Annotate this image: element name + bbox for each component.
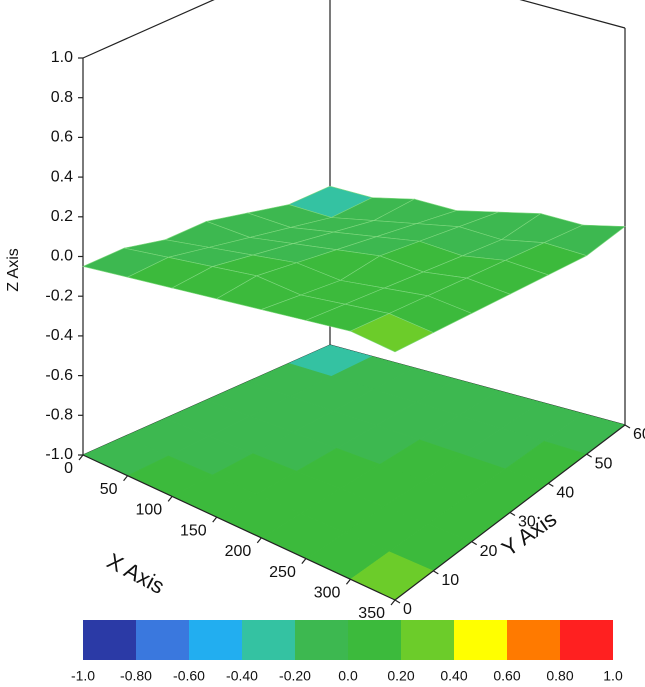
y-tick-label: 50 [595,455,613,472]
x-tick-label: 150 [180,522,207,539]
y-tick [548,482,554,487]
colorbar-cell [83,620,136,660]
x-tick-label: 100 [135,502,162,519]
colorbar-tick-label: 0.20 [387,668,414,684]
x-tick-label: 200 [225,543,252,560]
y-tick [624,424,631,429]
colorbar-cell [136,620,189,660]
colorbar-cell [295,620,348,660]
box-edge [82,454,396,601]
z-tick-label: -0.2 [45,287,73,304]
z-tick-label: 0.8 [51,89,73,106]
y-tick [433,570,439,575]
x-tick-label: 50 [100,481,118,498]
colorbar-tick-label: 0.80 [546,668,573,684]
x-tick [167,496,173,502]
colorbar-tick-label: 0.40 [440,668,467,684]
y-tick-label: 0 [403,601,412,618]
x-tick [123,475,129,482]
y-tick-label: 30 [518,514,536,531]
z-axis-label: Z Axis [5,248,22,292]
x-tick-label: 300 [314,585,341,602]
x-tick-label: 250 [269,564,296,581]
x-tick [256,537,262,544]
x-tick [212,516,218,523]
colorbar-tick-label: -0.20 [279,668,311,684]
box-edge [82,0,215,59]
colorbar-tick-label: 0.0 [338,668,358,684]
y-tick [394,599,401,604]
x-tick-label: 0 [64,460,73,477]
z-tick-label: -0.8 [45,407,73,424]
x-tick-label: 350 [358,605,385,622]
surface-patch [349,313,435,353]
y-tick [471,541,477,546]
colorbar-cell [189,620,242,660]
z-tick-label: -0.6 [45,367,73,384]
x-tick [301,558,307,564]
colorbar-tick-label: -0.80 [120,668,152,684]
y-tick-label: 20 [480,543,498,560]
colorbar-cell [560,620,613,660]
colorbar-tick-label: -1.0 [71,668,95,684]
x-tick [390,599,396,606]
z-tick-label: 0.6 [51,129,73,146]
x-axis-label: X Axis [103,548,169,599]
colorbar-tick-label: 0.60 [493,668,520,684]
y-tick-label: 60 [633,426,645,443]
y-tick [509,511,516,517]
colorbar-tick-label: 1.0 [603,668,623,684]
colorbar-cell [454,620,507,660]
x-tick [345,578,351,585]
z-tick-label: 0.2 [51,208,73,225]
colorbar-cell [348,620,401,660]
z-tick-label: -0.4 [45,327,73,344]
z-tick-label: 0.0 [51,248,73,265]
x-tick [78,454,84,461]
box-edge [519,0,626,29]
z-tick-label: 0.4 [51,168,73,185]
z-tick-label: 1.0 [51,49,73,66]
colorbar-cell [401,620,454,660]
colorbar-cell [507,620,560,660]
colorbar-cell [242,620,295,660]
y-tick [586,453,592,458]
y-tick-label: 10 [441,572,459,589]
y-tick-label: 40 [556,485,574,502]
colorbar-tick-label: -0.60 [173,668,205,684]
colorbar-tick-label: -0.40 [226,668,258,684]
z-tick-label: -1.0 [45,446,73,463]
